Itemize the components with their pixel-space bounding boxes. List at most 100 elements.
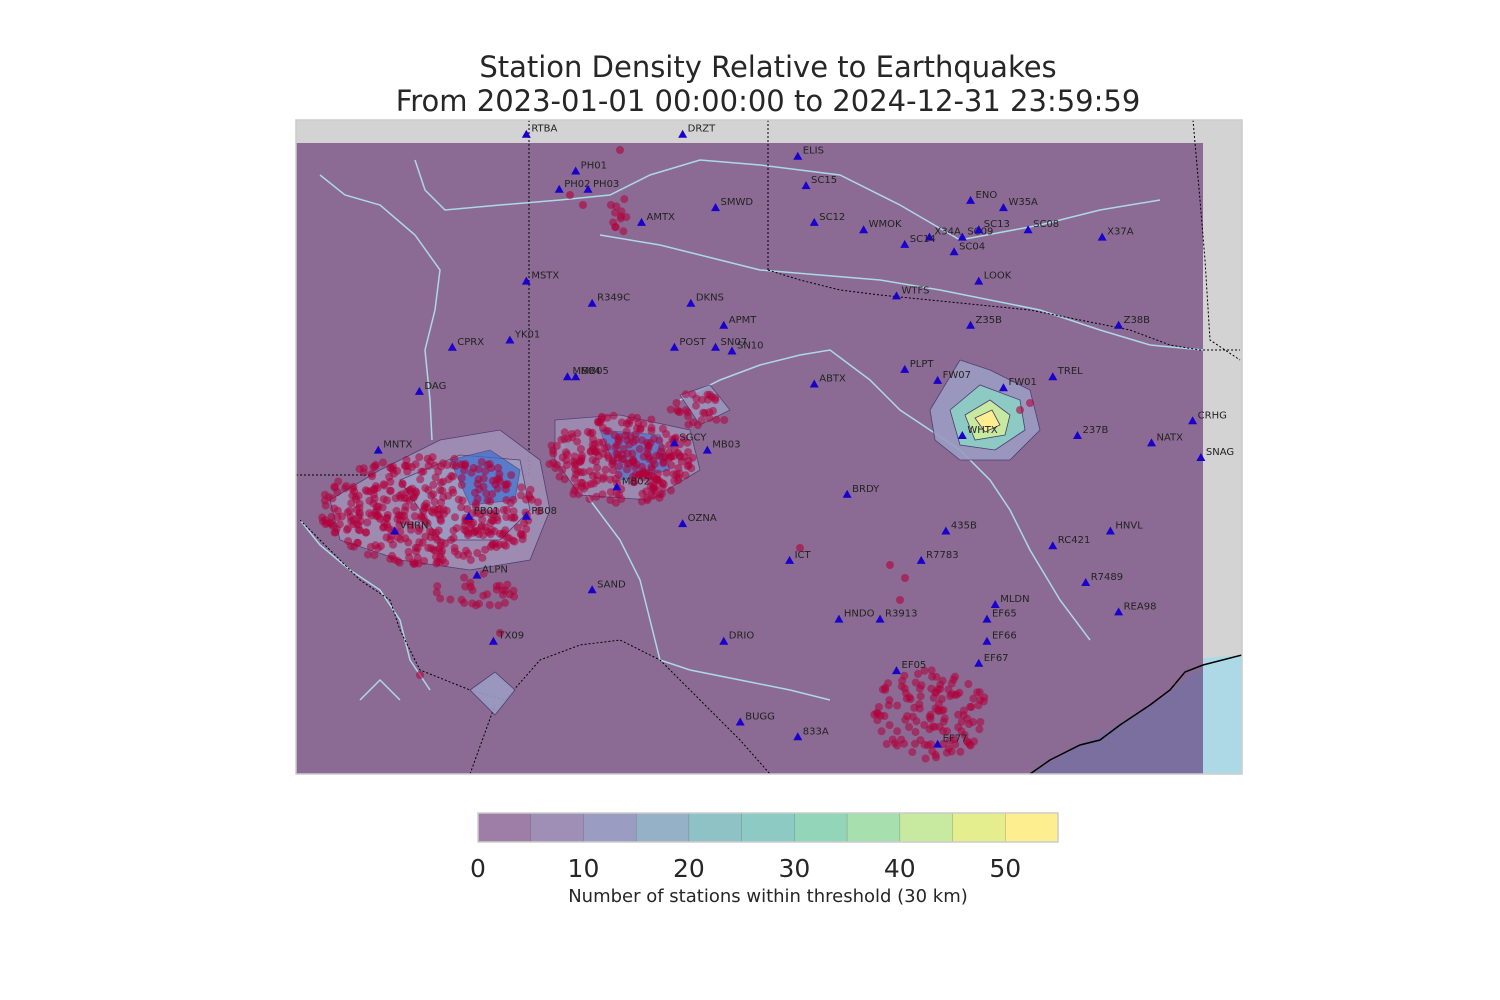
- earthquake-point: [608, 466, 617, 475]
- earthquake-point: [552, 442, 561, 450]
- earthquake-point: [659, 453, 668, 462]
- earthquake-point: [386, 486, 395, 495]
- earthquake-point: [411, 460, 420, 469]
- earthquake-point: [370, 551, 379, 560]
- station-marker: [809, 217, 819, 226]
- earthquake-point: [611, 498, 620, 507]
- station-marker: [941, 526, 951, 535]
- density-contour: [469, 671, 516, 716]
- earthquake-point: [509, 507, 518, 516]
- earthquake-point: [658, 424, 667, 433]
- earthquake-point: [363, 550, 372, 559]
- station-label: WHTX: [967, 425, 998, 436]
- earthquake-point: [662, 468, 671, 477]
- earthquake-point: [450, 547, 459, 556]
- earthquake-point: [964, 680, 973, 688]
- earthquake-point: [954, 723, 963, 732]
- earthquake-point: [571, 470, 580, 479]
- earthquake-point: [426, 527, 435, 536]
- earthquake-point: [619, 445, 628, 453]
- earthquake-point: [594, 418, 603, 427]
- station-marker: [966, 320, 976, 329]
- station-label: MSTX: [531, 271, 559, 282]
- station-label: DAG: [424, 381, 446, 392]
- earthquake-point: [901, 574, 909, 582]
- earthquake-point: [477, 523, 486, 532]
- station-marker: [933, 739, 943, 748]
- earthquake-point: [558, 465, 567, 474]
- earthquake-point: [359, 464, 368, 473]
- earthquake-point: [616, 214, 625, 223]
- station-marker: [957, 232, 967, 241]
- earthquake-point: [488, 476, 497, 485]
- station-label: CPRX: [457, 337, 484, 348]
- earthquake-point: [959, 711, 968, 720]
- station-marker: [447, 342, 457, 351]
- earthquake-point: [517, 530, 526, 539]
- station-marker: [612, 482, 622, 491]
- earthquake-point: [643, 496, 652, 505]
- station-layer: RTBA DRZT ELIS SC15 PH01 PH02 PH03 SMWD AMTX SC12…: [373, 124, 1234, 748]
- earthquake-point: [675, 451, 684, 460]
- earthquake-point: [503, 480, 512, 489]
- earthquake-point: [932, 753, 941, 762]
- earthquake-point: [482, 489, 491, 498]
- station-label: MB04: [572, 366, 600, 377]
- station-label: PB01: [474, 506, 500, 517]
- earthquake-point: [920, 666, 929, 675]
- station-label: FW07: [943, 370, 971, 381]
- earthquake-point: [939, 740, 948, 748]
- station-marker: [373, 445, 383, 454]
- earthquake-point: [345, 506, 354, 515]
- earthquake-point: [463, 505, 472, 513]
- earthquake-point: [610, 431, 619, 440]
- earthquake-point: [549, 449, 558, 458]
- earthquake-point: [658, 483, 667, 492]
- earthquake-point: [448, 485, 457, 494]
- earthquake-point: [479, 569, 488, 578]
- earthquake-point: [476, 510, 484, 519]
- earthquake-point: [485, 601, 494, 609]
- station-marker: [678, 129, 688, 138]
- earthquake-point: [457, 503, 466, 512]
- earthquake-point: [627, 413, 636, 422]
- earthquake-point: [363, 518, 372, 527]
- earthquake-point: [392, 506, 401, 515]
- station-marker: [735, 717, 745, 726]
- earthquake-point: [911, 728, 920, 736]
- earthquake-point: [920, 721, 929, 729]
- earthquake-layer: [318, 146, 1034, 763]
- earthquake-point: [926, 710, 935, 719]
- earthquake-point: [446, 595, 455, 604]
- earthquake-point: [502, 496, 511, 505]
- station-label: EF66: [992, 631, 1017, 642]
- earthquake-point: [467, 468, 476, 477]
- station-label: SC14: [910, 234, 936, 245]
- earthquake-point: [893, 727, 902, 736]
- earthquake-point: [389, 469, 398, 478]
- station-label: 833A: [803, 726, 829, 737]
- earthquake-point: [667, 486, 675, 495]
- earthquake-point: [382, 533, 391, 542]
- earthquake-point: [395, 491, 404, 500]
- earthquake-point: [437, 462, 445, 471]
- earthquake-point: [439, 493, 448, 502]
- earthquake-point: [693, 421, 702, 430]
- earthquake-point: [500, 540, 508, 549]
- earthquake-point: [705, 408, 714, 417]
- earthquake-point: [643, 438, 651, 447]
- earthquake-point: [452, 462, 461, 471]
- earthquake-point: [599, 475, 608, 483]
- earthquake-point: [410, 512, 419, 521]
- earthquake-point: [600, 444, 609, 453]
- earthquake-point: [371, 541, 380, 550]
- earthquake-point: [380, 523, 389, 532]
- earthquake-point: [348, 485, 357, 493]
- station-label: ALPN: [482, 565, 508, 576]
- earthquake-point: [474, 475, 483, 484]
- earthquake-point: [938, 706, 946, 715]
- station-marker: [587, 585, 597, 594]
- red-river-border: [767, 269, 1240, 351]
- station-marker: [982, 636, 992, 645]
- earthquake-point: [681, 406, 690, 415]
